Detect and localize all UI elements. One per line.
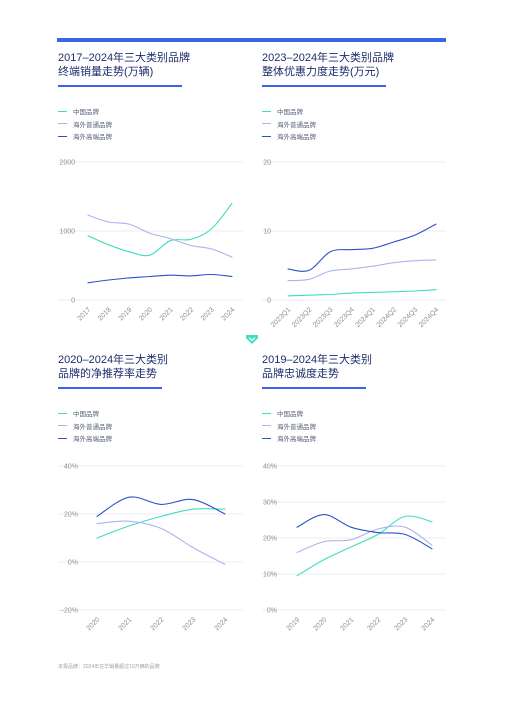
panel-2-legend: 中国品牌 海外普通品牌 海外高端品牌 [262,105,316,143]
series-line [87,202,233,257]
panel-2-title-line2: 整体优惠力度走势(万元) [262,66,380,78]
legend-item: 海外高端品牌 [58,130,112,143]
legend-label: 海外普通品牌 [277,121,316,129]
legend-label: 中国品牌 [277,109,303,117]
x-tick-label: 2024 [420,616,436,632]
legend-label: 海外高端品牌 [73,436,112,444]
panel-2-title-line1: 2023–2024年三大类别品牌 [262,52,395,64]
legend-item: 中国品牌 [58,105,112,118]
panel-4-legend: 中国品牌 海外普通品牌 海外高端品牌 [262,407,316,445]
series-line [96,520,226,565]
series-line [287,223,437,272]
legend-label: 海外高端品牌 [277,134,316,142]
panel-1-legend: 中国品牌 海外普通品牌 海外高端品牌 [58,105,112,143]
legend-item: 海外普通品牌 [262,118,316,131]
legend-item: 海外高端品牌 [262,432,316,445]
y-tick-label: 30% [263,500,277,507]
y-tick-label: 40% [64,464,78,471]
y-tick-label: 10 [263,229,271,236]
series-line [296,514,433,550]
series-line [96,508,226,539]
panel-1-title: 2017–2024年三大类别品牌 终端销量走势(万辆) [58,51,190,79]
y-tick-label: 40% [263,464,277,471]
series-line [296,515,433,577]
panel-4-title-line2: 品牌忠诚度走势 [262,368,339,380]
legend-item: 海外普通品牌 [58,118,112,131]
panel-1-title-line1: 2017–2024年三大类别品牌 [58,52,191,64]
x-tick-label: 2023 [393,616,409,632]
panel-4-title-line1: 2019–2024年三大类别 [262,354,373,366]
series-line [287,259,437,282]
panel-3-title: 2020–2024年三大类别 品牌的净推荐率走势 [58,353,168,381]
panel-4-title: 2019–2024年三大类别 品牌忠诚度走势 [262,353,372,381]
legend-item: 海外高端品牌 [58,432,112,445]
panel-1-title-line2: 终端销量走势(万辆) [58,66,154,78]
y-tick-label: 0 [267,298,271,305]
y-tick-label: −20% [60,608,78,615]
legend-item: 海外普通品牌 [58,420,112,433]
legend-label: 海外高端品牌 [73,134,112,142]
y-tick-label: 10% [263,572,277,579]
series-line [87,214,233,258]
panel-3-title-line2: 品牌的净推荐率走势 [58,368,157,380]
panel-3-title-line1: 2020–2024年三大类别 [58,354,169,366]
legend-item: 海外高端品牌 [262,130,316,143]
legend-label: 海外普通品牌 [73,121,112,129]
series-line [96,496,226,517]
legend-label: 中国品牌 [73,109,99,117]
legend-item: 中国品牌 [262,105,316,118]
y-tick-label: 20 [263,160,271,167]
legend-label: 海外高端品牌 [277,436,316,444]
panel-2-title: 2023–2024年三大类别品牌 整体优惠力度走势(万元) [262,51,394,79]
legend-label: 中国品牌 [277,411,303,419]
y-tick-label: 0% [267,608,277,615]
legend-item: 中国品牌 [262,407,316,420]
x-tick-label: 2022 [366,616,382,632]
x-tick-label: 2020 [312,616,328,632]
top-accent-bar [57,38,446,42]
legend-label: 海外普通品牌 [277,423,316,431]
legend-label: 中国品牌 [73,411,99,419]
x-tick-label: 2021 [339,616,355,632]
y-tick-label: 20% [64,512,78,519]
legend-item: 中国品牌 [58,407,112,420]
y-tick-label: 0% [68,560,78,567]
legend-label: 海外普通品牌 [73,423,112,431]
legend-item: 海外普通品牌 [262,420,316,433]
series-line [287,289,437,297]
panel-2-underline [262,85,386,87]
footer-note: 本报品牌：2024年在华销量超过10万辆的品牌 [58,664,160,670]
panel-3-legend: 中国品牌 海外普通品牌 海外高端品牌 [58,407,112,445]
y-tick-label: 0 [71,298,75,305]
panel-3-underline [58,387,162,389]
series-line [296,525,433,553]
panel-4-underline [262,387,366,389]
y-tick-label: 20% [263,536,277,543]
panel-1-underline [58,85,182,87]
chevron-down-icon [246,335,258,344]
series-line [87,273,233,284]
y-tick-label: 1000 [59,229,75,236]
y-tick-label: 2000 [59,160,75,167]
x-tick-label: 2019 [285,616,301,632]
